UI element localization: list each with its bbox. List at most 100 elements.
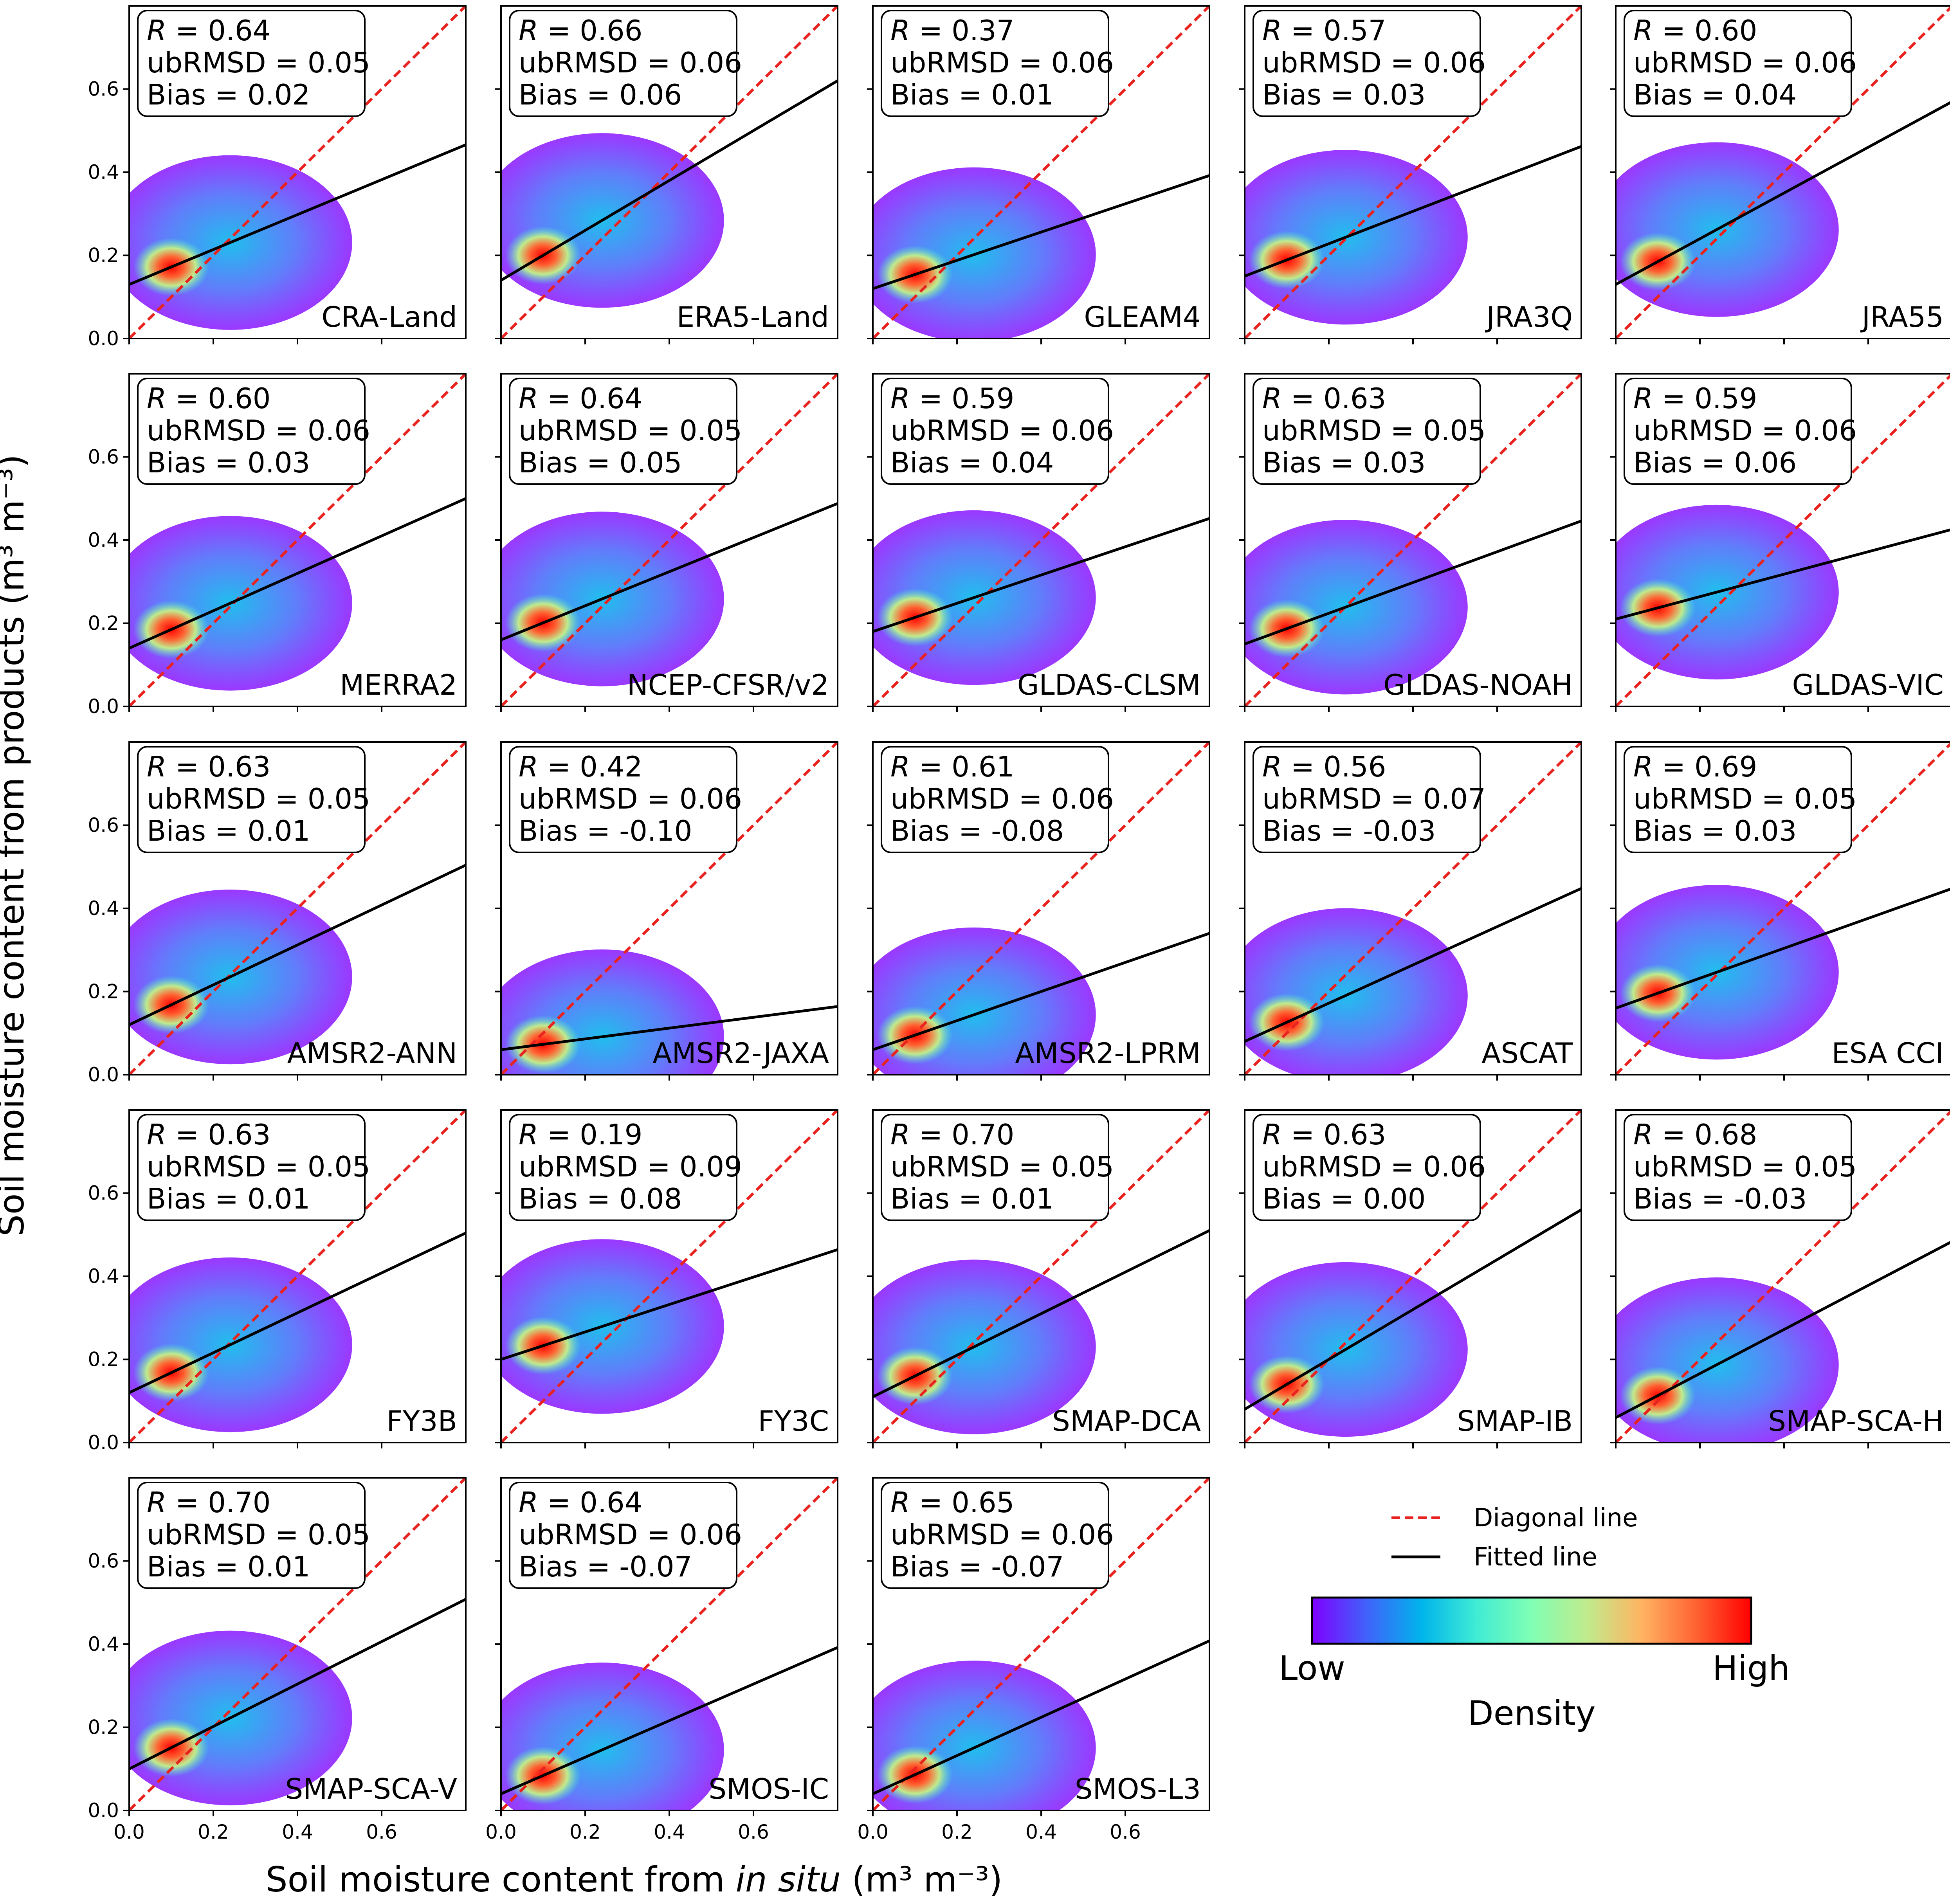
fitted-line (501, 1248, 838, 1361)
fitted-line (129, 497, 466, 650)
stats-box (881, 746, 1109, 853)
fitted-line (1616, 101, 1950, 286)
fitted-line (873, 1229, 1209, 1398)
stat-ubrmsd: ubRMSD = 0.05 (1262, 414, 1486, 447)
panel-label: GLDAS-NOAH (1383, 668, 1573, 701)
stat-r: R = 0.60 (1633, 14, 1757, 47)
y-tick-label: 0.6 (88, 78, 119, 101)
stats-box (1253, 1114, 1481, 1221)
panel-label: SMAP-DCA (1052, 1405, 1201, 1437)
stat-bias: Bias = 0.03 (1262, 446, 1426, 479)
panel-label: AMSR2-ANN (287, 1037, 457, 1070)
panel-label: ESA CCI (1832, 1037, 1944, 1070)
stat-bias: Bias = 0.01 (890, 1182, 1054, 1215)
stat-ubrmsd: ubRMSD = 0.05 (147, 46, 370, 79)
stat-bias: Bias = 0.08 (519, 1182, 682, 1215)
x-axis-title-unit: (m³ m⁻³) (841, 1859, 1002, 1900)
y-tick-label: 0.6 (88, 1182, 119, 1205)
x-tick-label: 0.0 (114, 1821, 145, 1843)
diagonal-line (129, 1110, 466, 1443)
stat-ubrmsd: ubRMSD = 0.06 (890, 1518, 1114, 1551)
diagonal-line (501, 742, 838, 1075)
stat-r: R = 0.70 (147, 1486, 270, 1519)
stat-ubrmsd: ubRMSD = 0.06 (1633, 414, 1857, 447)
y-tick-label: 0.4 (88, 161, 119, 184)
fitted-line (129, 864, 466, 1026)
stat-bias: Bias = 0.04 (1633, 78, 1797, 111)
stat-r: R = 0.64 (519, 1486, 642, 1519)
diagonal-line (873, 6, 1209, 339)
diagonal-line (501, 374, 838, 706)
diagonal-line (873, 1478, 1209, 1810)
stat-r: R = 0.63 (147, 750, 270, 783)
fitted-line (1245, 145, 1581, 277)
y-tick-label: 0.0 (88, 695, 119, 718)
fitted-line (873, 174, 1209, 290)
panel-label: FY3B (386, 1405, 457, 1437)
density-cloud (1616, 504, 1839, 680)
y-tick-label: 0.6 (88, 446, 119, 468)
stats-box (881, 10, 1109, 117)
legend-diagonal-label: Diagonal line (1474, 1504, 1638, 1533)
x-tick-label: 0.0 (485, 1821, 517, 1843)
stats-box (881, 1482, 1109, 1589)
fitted-line (129, 1232, 466, 1394)
y-tick-label: 0.4 (88, 529, 119, 551)
panel-label: SMOS-L3 (1075, 1773, 1201, 1805)
stat-bias: Bias = 0.01 (147, 814, 310, 847)
fitted-line (501, 1646, 838, 1795)
colorbar-high-label: High (1712, 1649, 1790, 1688)
stat-bias: Bias = 0.01 (147, 1182, 310, 1215)
stats-box (881, 1114, 1109, 1221)
stats-box (1253, 746, 1481, 853)
fitted-line (501, 502, 838, 641)
stat-r: R = 0.60 (147, 382, 270, 415)
y-tick-label: 0.2 (88, 612, 119, 635)
x-tick-label: 0.0 (857, 1821, 888, 1843)
panel-label: FY3C (758, 1405, 829, 1437)
stats-box (137, 1482, 366, 1589)
colorbar-title: Density (1468, 1694, 1596, 1733)
panel-label: GLDAS-CLSM (1017, 668, 1201, 701)
stat-bias: Bias = 0.06 (1633, 446, 1797, 479)
stats-box (881, 378, 1109, 485)
y-tick-label: 0.2 (88, 980, 119, 1003)
x-tick-label: 0.4 (282, 1821, 313, 1843)
panel-label: GLEAM4 (1084, 301, 1201, 333)
y-axis-title: Soil moisture content from products (m³ … (0, 454, 32, 1236)
stat-ubrmsd: ubRMSD = 0.05 (147, 1150, 370, 1183)
stat-bias: Bias = -0.03 (1262, 814, 1436, 847)
y-tick-label: 0.0 (88, 327, 119, 350)
stats-box (1624, 1114, 1852, 1221)
stat-ubrmsd: ubRMSD = 0.06 (890, 46, 1114, 79)
stat-ubrmsd: ubRMSD = 0.06 (519, 782, 742, 815)
stats-box (137, 10, 366, 117)
panel-label: ERA5-Land (677, 301, 829, 333)
diagonal-line (1245, 742, 1581, 1075)
stats-box (509, 1114, 737, 1221)
panel-label: JRA55 (1860, 301, 1944, 333)
x-tick-label: 0.6 (738, 1821, 769, 1843)
stat-ubrmsd: ubRMSD = 0.05 (1633, 1150, 1857, 1183)
stat-r: R = 0.63 (147, 1118, 270, 1151)
panel-label: CRA-Land (321, 301, 457, 333)
stat-bias: Bias = 0.03 (1262, 78, 1426, 111)
stats-box (509, 378, 737, 485)
panel-label: ASCAT (1481, 1037, 1573, 1070)
x-axis-title-italic: in situ (735, 1859, 841, 1900)
stats-box (1624, 746, 1852, 853)
stats-box (1253, 378, 1481, 485)
